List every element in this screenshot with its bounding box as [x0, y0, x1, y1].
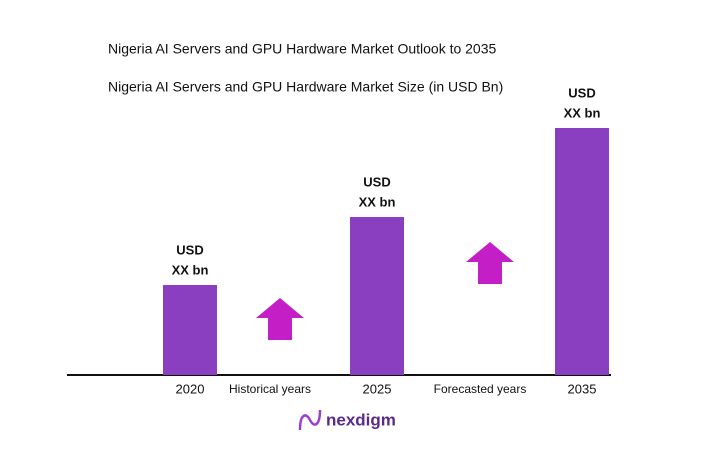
x-tick-label: 2025: [363, 381, 392, 396]
data-label: USD: [363, 174, 390, 189]
logo: nexdigm: [298, 409, 396, 431]
logo-icon: [298, 409, 322, 431]
bar: [163, 285, 217, 375]
x-tick-label: 2035: [568, 381, 597, 396]
x-tick-label: 2020: [176, 381, 205, 396]
bar: [555, 128, 609, 375]
growth-arrow: [256, 298, 304, 340]
growth-arrow: [466, 242, 514, 284]
data-label: USD: [176, 242, 203, 257]
chart-subtitle: Nigeria AI Servers and GPU Hardware Mark…: [108, 79, 503, 95]
chart-title: Nigeria AI Servers and GPU Hardware Mark…: [108, 41, 497, 57]
data-label: XX bn: [172, 262, 209, 277]
data-label: XX bn: [564, 105, 601, 120]
annotation: Forecasted years: [434, 382, 527, 396]
annotation: Historical years: [229, 382, 311, 396]
data-label: USD: [568, 85, 595, 100]
data-label: XX bn: [359, 194, 396, 209]
bar: [350, 217, 404, 375]
logo-text: nexdigm: [326, 410, 396, 429]
